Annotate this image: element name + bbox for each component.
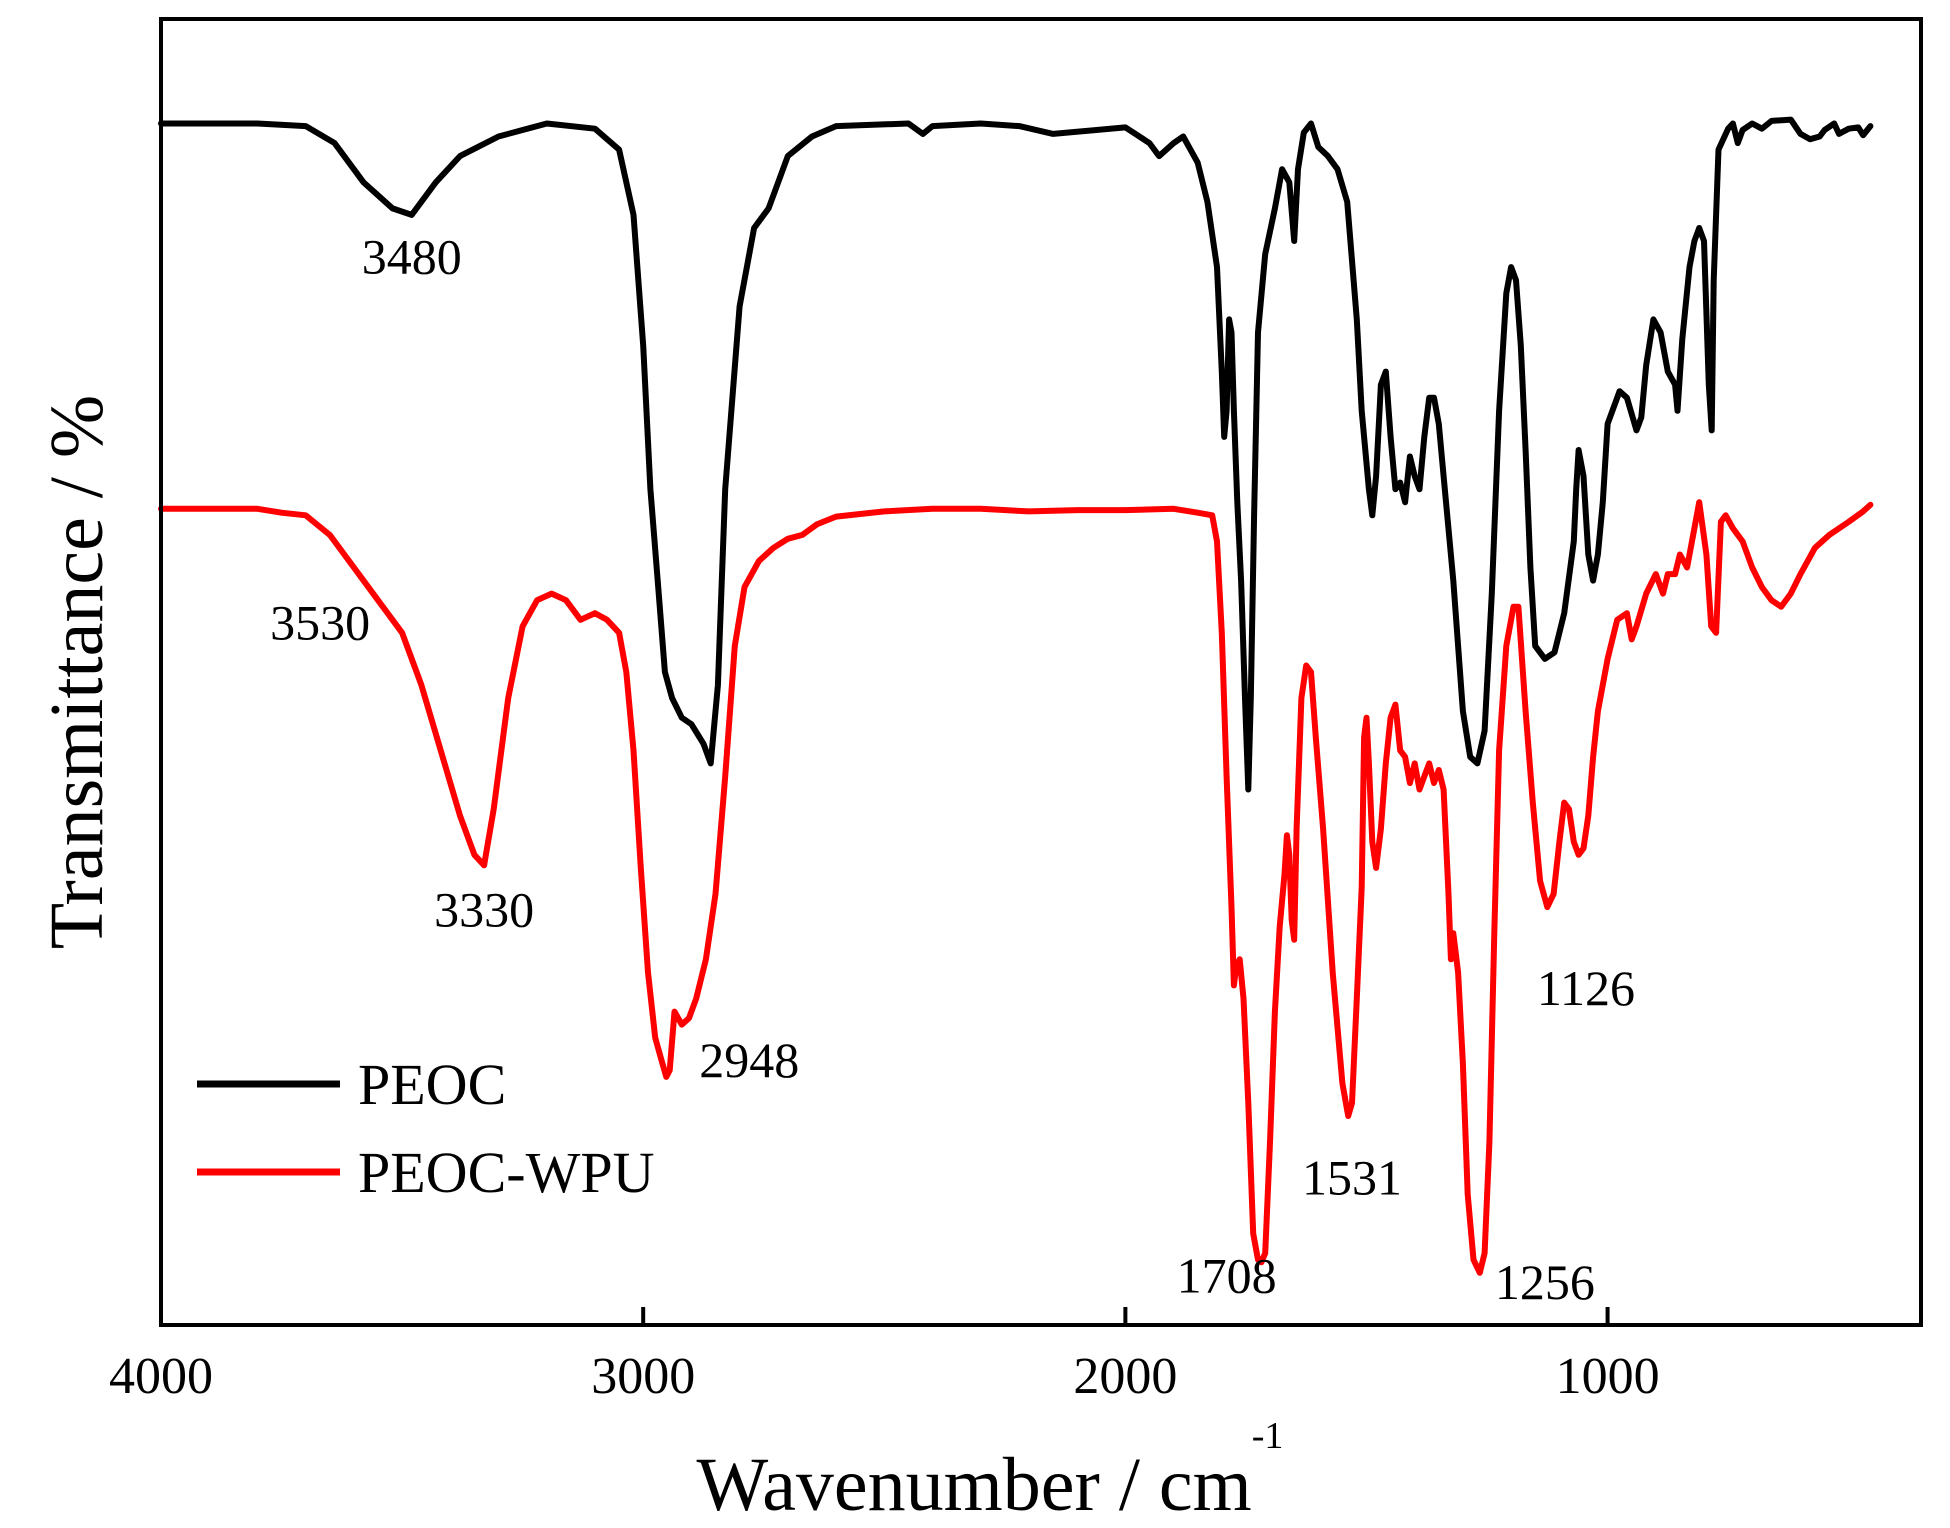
series-line-peoc [158, 116, 1874, 793]
x-axis-title-superscript: -1 [1252, 1415, 1284, 1457]
series-line-peoc-wpu [158, 499, 1874, 1276]
x-tick-label-2000: 2000 [1073, 1348, 1177, 1405]
peak-label-3530: 3530 [270, 594, 370, 650]
peak-label-3480: 3480 [362, 229, 462, 285]
x-tick-layer: 4000 3000 2000 1000 [109, 1307, 1660, 1405]
x-axis-title: Wavenumber / cm-1 [697, 1415, 1284, 1527]
annotation-layer: 3480 3530 3330 2948 1708 1531 1256 1126 [270, 229, 1635, 1310]
peak-label-2948: 2948 [699, 1032, 799, 1088]
legend: PEOC PEOC-WPU [197, 1052, 654, 1205]
plot-frame [159, 17, 1923, 1327]
peak-label-1126: 1126 [1537, 960, 1635, 1016]
peak-label-1256: 1256 [1495, 1254, 1595, 1310]
peak-label-1708: 1708 [1177, 1247, 1277, 1303]
x-tick-label-3000: 3000 [591, 1348, 695, 1405]
x-tick-label-4000: 4000 [109, 1348, 213, 1405]
series-layer [158, 116, 1874, 1276]
legend-label-peoc: PEOC [358, 1052, 506, 1117]
x-tick-label-1000: 1000 [1556, 1348, 1660, 1405]
legend-label-peoc-wpu: PEOC-WPU [358, 1140, 654, 1205]
y-axis-title: Transmittance / % [35, 395, 119, 949]
peak-label-3330: 3330 [434, 882, 534, 938]
peak-label-1531: 1531 [1302, 1149, 1402, 1205]
x-axis-title-text: Wavenumber / cm [697, 1443, 1252, 1527]
